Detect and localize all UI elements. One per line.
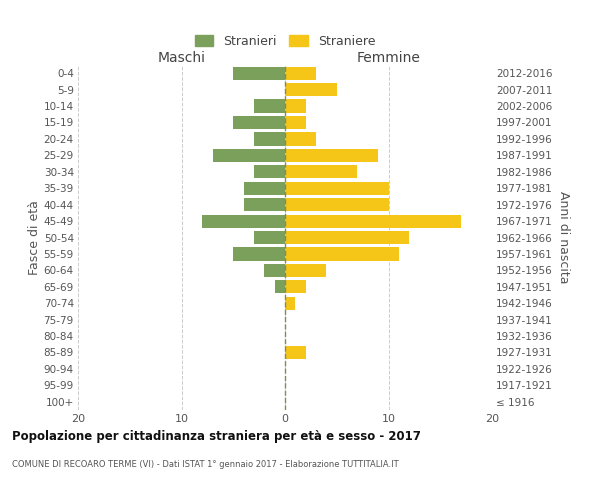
- Bar: [285, 280, 306, 293]
- Bar: [285, 231, 409, 244]
- Y-axis label: Fasce di età: Fasce di età: [28, 200, 41, 275]
- Bar: [244, 198, 285, 211]
- Text: Maschi: Maschi: [157, 51, 205, 65]
- Text: COMUNE DI RECOARO TERME (VI) - Dati ISTAT 1° gennaio 2017 - Elaborazione TUTTITA: COMUNE DI RECOARO TERME (VI) - Dati ISTA…: [12, 460, 398, 469]
- Bar: [285, 346, 306, 359]
- Text: Popolazione per cittadinanza straniera per età e sesso - 2017: Popolazione per cittadinanza straniera p…: [12, 430, 421, 443]
- Bar: [254, 100, 285, 112]
- Bar: [285, 83, 337, 96]
- Bar: [285, 132, 316, 145]
- Bar: [254, 132, 285, 145]
- Bar: [233, 66, 285, 80]
- Text: Femmine: Femmine: [356, 51, 421, 65]
- Legend: Stranieri, Straniere: Stranieri, Straniere: [190, 30, 380, 53]
- Bar: [285, 100, 306, 112]
- Bar: [285, 149, 378, 162]
- Bar: [233, 248, 285, 260]
- Bar: [212, 149, 285, 162]
- Bar: [202, 214, 285, 228]
- Bar: [285, 248, 399, 260]
- Bar: [275, 280, 285, 293]
- Bar: [254, 165, 285, 178]
- Bar: [285, 214, 461, 228]
- Bar: [285, 198, 389, 211]
- Bar: [285, 66, 316, 80]
- Bar: [285, 296, 295, 310]
- Bar: [285, 116, 306, 129]
- Bar: [285, 182, 389, 195]
- Bar: [265, 264, 285, 277]
- Bar: [233, 116, 285, 129]
- Bar: [254, 231, 285, 244]
- Y-axis label: Anni di nascita: Anni di nascita: [557, 191, 569, 284]
- Bar: [285, 264, 326, 277]
- Bar: [285, 165, 358, 178]
- Bar: [244, 182, 285, 195]
